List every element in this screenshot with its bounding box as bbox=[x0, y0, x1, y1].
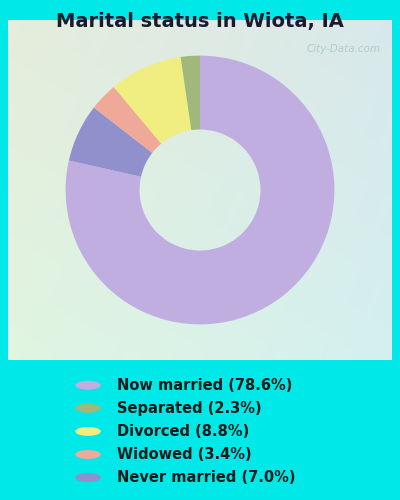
Circle shape bbox=[75, 380, 101, 390]
Text: Divorced (8.8%): Divorced (8.8%) bbox=[117, 424, 249, 439]
Circle shape bbox=[75, 473, 101, 482]
Text: Separated (2.3%): Separated (2.3%) bbox=[117, 401, 262, 416]
Text: Widowed (3.4%): Widowed (3.4%) bbox=[117, 447, 252, 462]
Wedge shape bbox=[66, 56, 334, 324]
Text: City-Data.com: City-Data.com bbox=[306, 44, 380, 54]
Wedge shape bbox=[114, 57, 191, 144]
Wedge shape bbox=[69, 108, 152, 176]
Wedge shape bbox=[181, 56, 200, 130]
Wedge shape bbox=[94, 87, 161, 153]
Circle shape bbox=[75, 427, 101, 436]
Text: Marital status in Wiota, IA: Marital status in Wiota, IA bbox=[56, 12, 344, 32]
Text: Never married (7.0%): Never married (7.0%) bbox=[117, 470, 295, 485]
Circle shape bbox=[75, 450, 101, 459]
Circle shape bbox=[75, 404, 101, 413]
Text: Now married (78.6%): Now married (78.6%) bbox=[117, 378, 292, 392]
